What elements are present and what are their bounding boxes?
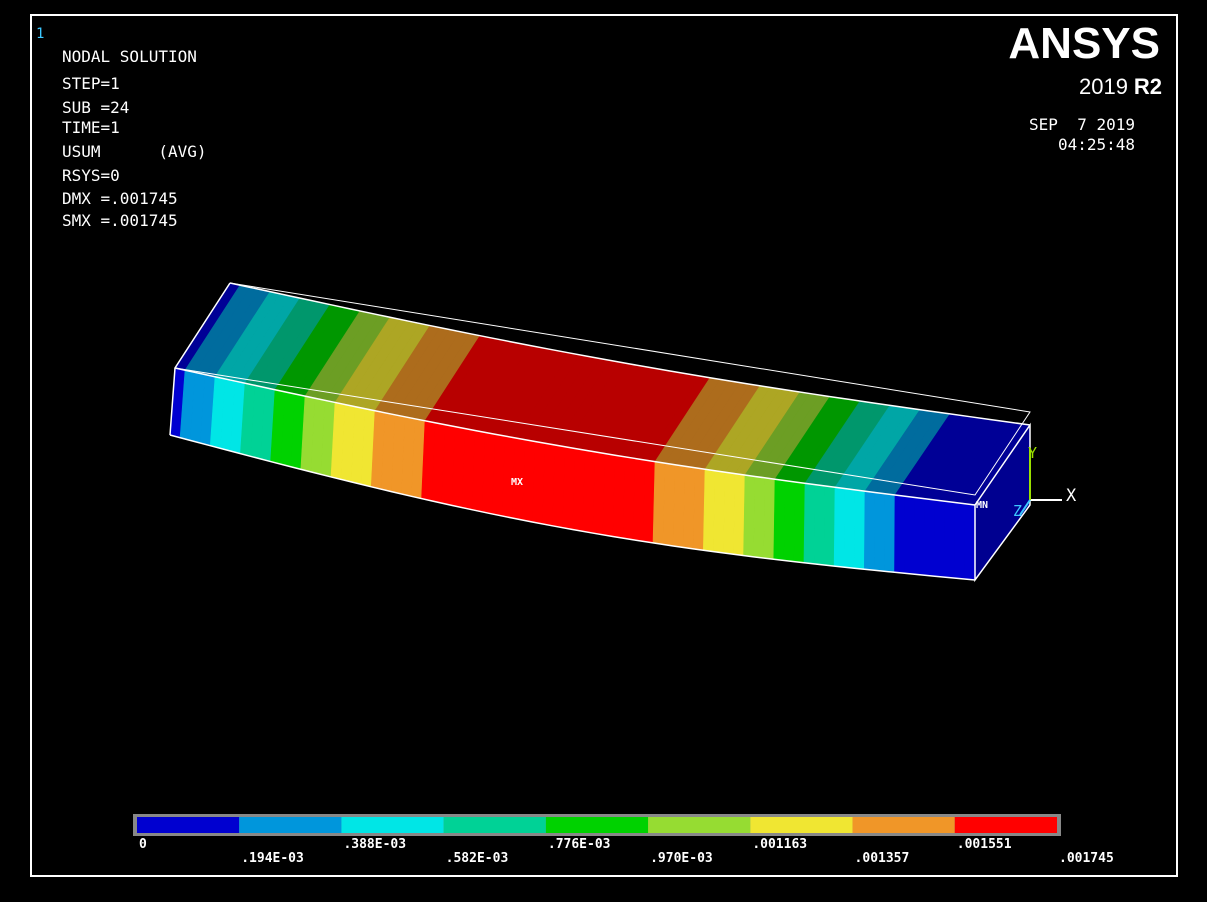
front-slice — [773, 478, 786, 561]
logo-name: ANSYS — [1008, 19, 1160, 68]
front-slice — [753, 476, 766, 559]
legend-label: .194E-03 — [241, 851, 304, 866]
info-line: DMX =.001745 — [62, 189, 178, 208]
info-line: USUM (AVG) — [62, 142, 207, 161]
axis-x-label: X — [1066, 486, 1077, 506]
legend-label: .970E-03 — [650, 851, 713, 866]
front-slice — [692, 467, 706, 551]
front-slice — [713, 470, 726, 554]
legend-band — [750, 817, 853, 833]
info-line: SUB =24 — [62, 98, 129, 117]
front-slice — [723, 471, 736, 555]
front-slice — [914, 497, 926, 576]
front-slice — [904, 495, 916, 575]
undeformed — [174, 282, 1031, 496]
front-slice — [924, 498, 936, 577]
legend-band — [443, 817, 546, 833]
edge-front-top — [174, 367, 976, 506]
window-number: 1 — [36, 26, 44, 42]
edge-front-bottom — [169, 434, 976, 581]
info-line: TIME=1 — [62, 118, 120, 137]
legend-band — [852, 817, 955, 833]
edge-back — [229, 282, 1031, 426]
front-slice — [964, 503, 976, 581]
front-slice — [934, 499, 946, 578]
front-slice — [894, 494, 906, 574]
front-slice — [783, 480, 796, 562]
front-slice — [703, 468, 716, 552]
front-slice — [733, 473, 746, 556]
legend: 0 .194E-03 .388E-03 .582E-03 .776E-03 .970E-0… — [137, 817, 1114, 866]
legend-label: .388E-03 — [343, 837, 406, 852]
legend-label: .001551 — [957, 837, 1012, 852]
info-line: STEP=1 — [62, 74, 120, 93]
legend-band — [341, 817, 444, 833]
header-title: NODAL SOLUTION — [62, 47, 197, 66]
front-slice — [884, 493, 896, 573]
front-slice — [803, 482, 816, 565]
legend-band — [137, 817, 240, 833]
legend-band — [545, 817, 649, 833]
legend-label: 0 — [139, 837, 147, 852]
max-marker: MX — [511, 477, 523, 488]
front-slice — [954, 502, 966, 580]
legend-label: .001745 — [1059, 851, 1114, 866]
info-line: SMX =.001745 — [62, 211, 178, 230]
legend-label: .582E-03 — [446, 851, 509, 866]
logo-version: 2019 — [1079, 74, 1128, 99]
front-slice — [793, 481, 806, 564]
legend-label: .776E-03 — [548, 837, 611, 852]
front-slice — [944, 500, 956, 579]
end-face — [974, 422, 1031, 583]
front-slice — [853, 489, 866, 570]
legend-label: .001163 — [752, 837, 807, 852]
legend-label: .001357 — [855, 851, 910, 866]
date: SEP 7 2019 — [1029, 115, 1135, 134]
front-slice — [743, 474, 756, 558]
axis-z-line — [1019, 499, 1031, 516]
front-slice — [823, 485, 836, 567]
legend-band — [239, 817, 342, 833]
logo-release: R2 — [1134, 74, 1162, 99]
front-slice — [864, 490, 876, 571]
front-slice — [833, 486, 846, 568]
legend-band — [954, 817, 1057, 833]
info-line: RSYS=0 — [62, 166, 120, 185]
front-slice — [843, 488, 856, 569]
axis-z-label: Z — [1013, 502, 1022, 520]
min-marker: MN — [976, 500, 988, 511]
legend-band — [648, 817, 751, 833]
front-slice — [763, 477, 776, 560]
axis-y-label: Y — [1028, 444, 1037, 462]
front-slice — [874, 492, 886, 572]
front-slice — [813, 484, 826, 566]
beam — [169, 282, 1031, 583]
time: 04:25:48 — [1058, 135, 1135, 154]
